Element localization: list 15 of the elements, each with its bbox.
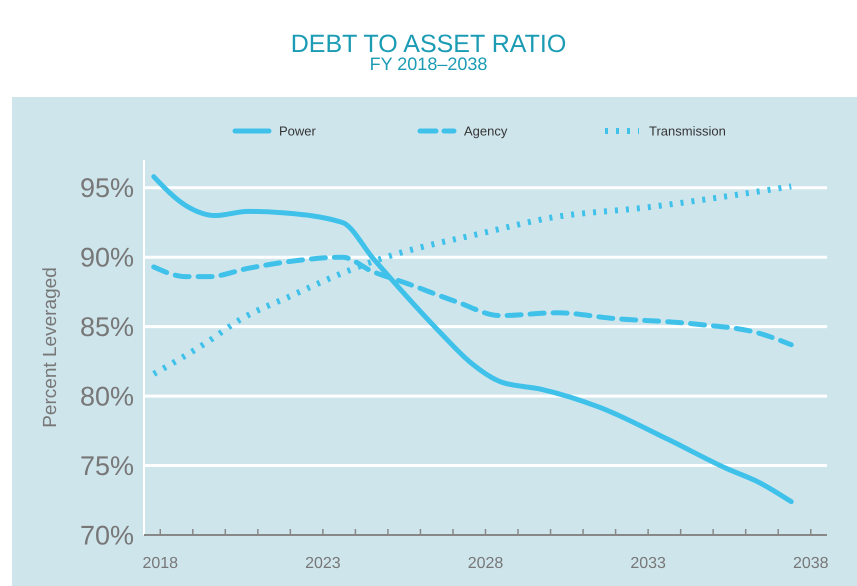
legend-label: Agency [464, 124, 508, 139]
legend-label: Transmission [649, 124, 726, 139]
y-tick-label: 70% [80, 520, 134, 550]
x-tick-label: 2018 [142, 555, 178, 572]
y-tick-label: 90% [80, 242, 134, 273]
x-tick-label: 2028 [468, 555, 504, 572]
y-tick-label: 85% [80, 312, 134, 342]
y-tick-label: 75% [80, 451, 134, 482]
x-tick-label: 2023 [305, 555, 341, 572]
legend-label: Power [279, 124, 317, 139]
x-tick-label: 2038 [792, 555, 829, 572]
y-tick-label: 80% [80, 382, 134, 412]
y-tick-label: 95% [80, 173, 134, 204]
y-axis-title: Percent Leveraged [40, 267, 61, 428]
x-tick-label: 2033 [630, 555, 666, 572]
